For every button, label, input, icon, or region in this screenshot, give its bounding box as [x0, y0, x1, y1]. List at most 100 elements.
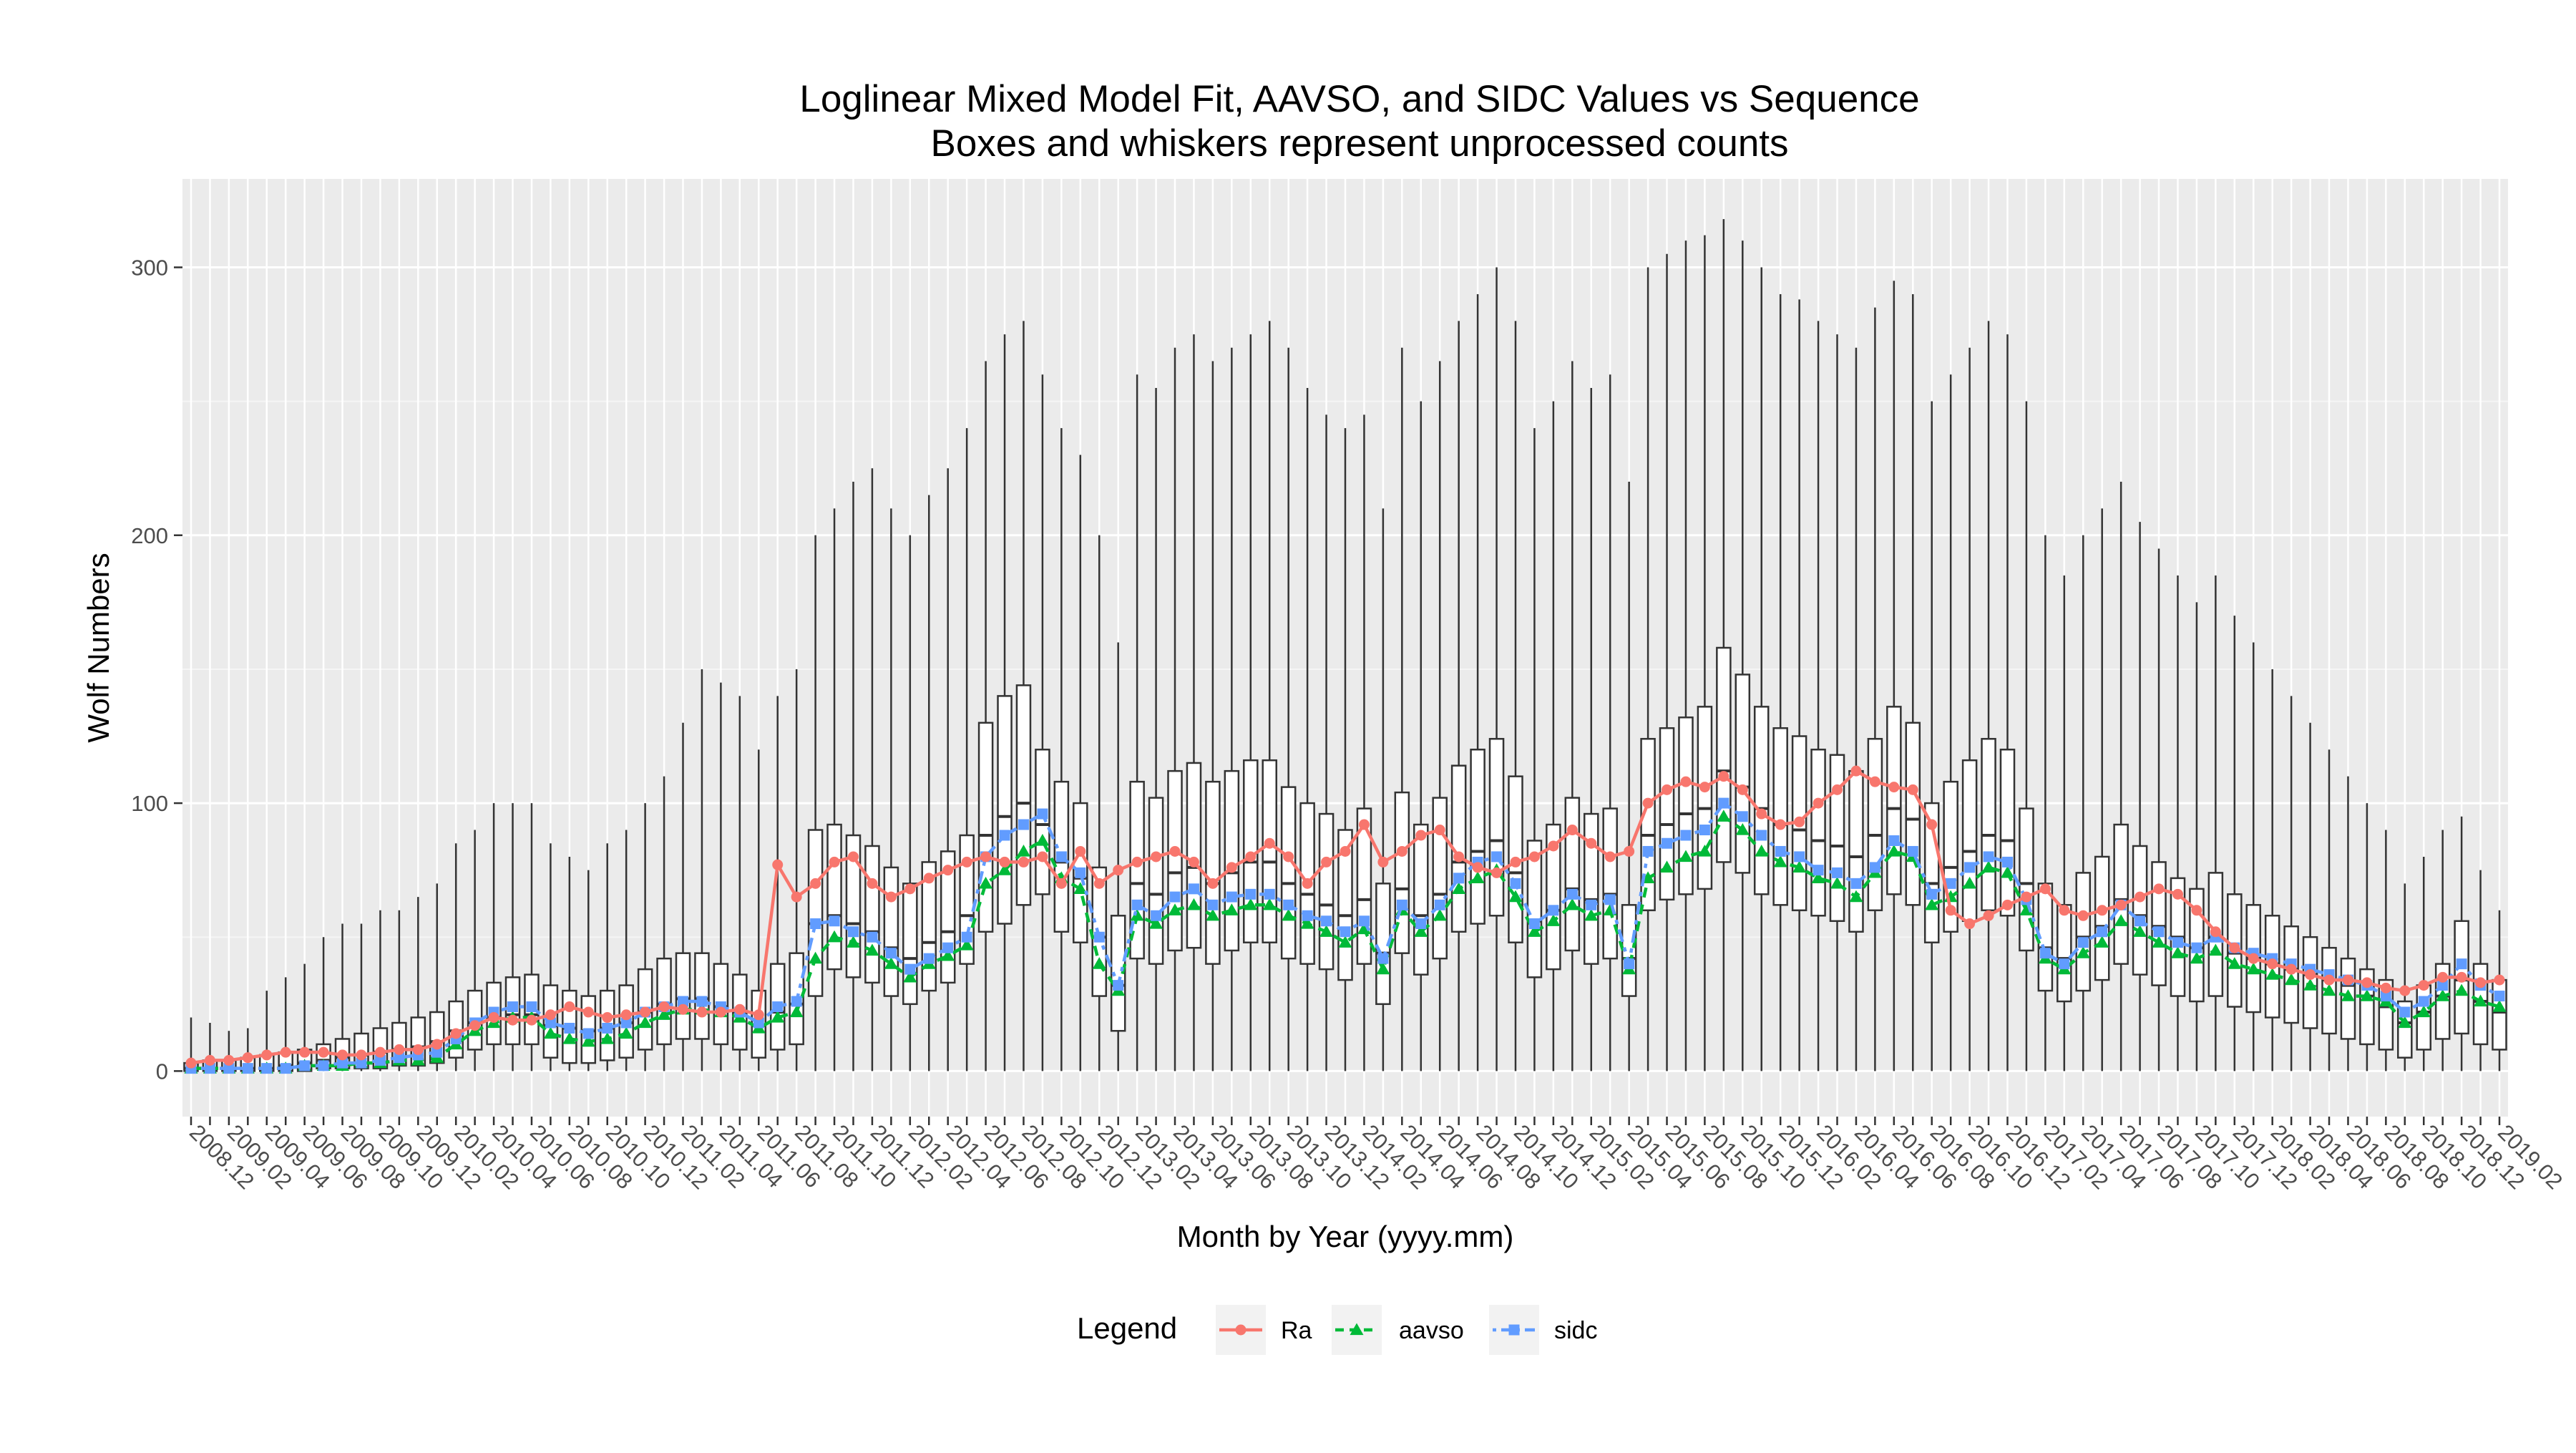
series-ra-point — [1756, 808, 1767, 820]
series-sidc-point — [1945, 878, 1956, 889]
series-ra-point — [1037, 851, 1048, 862]
series-ra-point — [1188, 856, 1199, 868]
series-sidc-point — [1964, 862, 1976, 873]
series-ra-point — [2097, 905, 2108, 916]
series-ra-point — [204, 1054, 215, 1066]
series-ra-point — [1472, 862, 1483, 873]
series-aavso-point — [2284, 973, 2298, 986]
box-plot — [977, 361, 994, 1071]
series-aavso-point — [884, 957, 898, 969]
legend-label: sidc — [1554, 1317, 1597, 1344]
series-ra-point — [2077, 910, 2089, 921]
series-sidc-point — [1283, 899, 1294, 910]
series-ra-point — [2399, 985, 2411, 996]
series-ra-point — [1548, 840, 1559, 852]
series-ra-point — [1737, 784, 1748, 795]
series-sidc-point — [696, 996, 708, 1007]
series-sidc-point — [2494, 991, 2505, 1002]
series-aavso-point — [1981, 860, 1996, 873]
series-sidc-point — [1926, 888, 1938, 900]
series-aavso-point — [979, 876, 993, 889]
y-tick-label: 0 — [156, 1059, 168, 1084]
series-ra-point — [185, 1057, 197, 1069]
series-sidc-point — [1396, 899, 1407, 910]
series-aavso-point — [1735, 823, 1750, 835]
series-sidc-point — [1869, 862, 1880, 873]
series-ra-point — [2380, 982, 2391, 993]
series-aavso-point — [1149, 917, 1163, 929]
series-ra-point — [1415, 830, 1427, 841]
legend-key-marker — [1350, 1323, 1364, 1336]
series-aavso-point — [2492, 1000, 2507, 1012]
series-sidc-point — [1983, 851, 1994, 862]
series-aavso-point — [1584, 908, 1599, 921]
series-aavso-point — [1319, 925, 1334, 937]
series-sidc-point — [1018, 819, 1029, 830]
series-sidc-point — [1586, 899, 1597, 910]
box-iqr — [1413, 823, 1429, 976]
box-plot — [1526, 428, 1543, 1071]
series-aavso-point — [2208, 943, 2223, 956]
series-sidc-point — [2399, 1006, 2411, 1018]
series-sidc-point — [961, 931, 972, 943]
x-axis: 2008.122009.022009.042009.062009.082009.… — [185, 1117, 2567, 1194]
series-aavso-point — [1433, 908, 1447, 921]
box-iqr — [1224, 769, 1240, 952]
series-ra-point — [2494, 974, 2505, 986]
series-sidc-point — [1131, 899, 1143, 910]
series-ra-point — [1283, 851, 1294, 862]
series-ra-point — [942, 865, 954, 876]
series-aavso-point — [1376, 962, 1390, 975]
series-sidc-point — [299, 1060, 311, 1071]
series-sidc-point — [999, 830, 1010, 841]
series-ra-point — [431, 1039, 443, 1050]
series-ra-point — [280, 1046, 291, 1058]
box-iqr — [2132, 845, 2148, 976]
series-aavso-point — [2019, 903, 2034, 915]
series-ra-point — [1226, 862, 1237, 873]
box-plot — [1186, 334, 1202, 1071]
box-plot — [1564, 361, 1581, 1071]
series-lines — [184, 765, 2507, 1074]
series-ra-point — [1964, 918, 1976, 930]
series-sidc-point — [1169, 891, 1181, 903]
series-ra-point — [1113, 865, 1124, 876]
box-plot — [1640, 267, 1656, 1071]
legend-label: aavso — [1399, 1317, 1464, 1344]
series-ra-point — [1945, 905, 1956, 916]
series-sidc-point — [1813, 865, 1824, 876]
box-plot — [1224, 347, 1240, 1071]
series-aavso-point — [865, 943, 879, 956]
series-sidc-point — [1907, 845, 1918, 857]
series-sidc-point — [204, 1063, 215, 1074]
series-ra-point — [1151, 851, 1162, 862]
series-ra-point — [394, 1044, 405, 1055]
series-sidc-point — [1075, 867, 1086, 878]
series-aavso-point — [1244, 898, 1258, 910]
series-ra-point — [2305, 969, 2316, 981]
box-plot — [1659, 253, 1675, 1071]
series-ra-point — [337, 1049, 348, 1061]
series-ra-point — [791, 891, 802, 903]
series-aavso-point — [2303, 978, 2318, 991]
series-aavso-point — [1338, 936, 1352, 948]
series-sidc-point — [1321, 915, 1332, 927]
series-aavso-point — [2095, 936, 2109, 948]
box-plot — [1015, 321, 1032, 1071]
box-iqr — [1488, 738, 1505, 917]
y-tick-label: 300 — [131, 256, 168, 281]
series-ra-point — [2361, 977, 2373, 988]
series-ra-point — [2039, 883, 2051, 895]
series-ra-point — [488, 1012, 499, 1024]
box-iqr — [1432, 797, 1448, 960]
series-sidc-point — [2456, 958, 2467, 970]
series-sidc-point — [2039, 948, 2051, 959]
box-iqr — [1810, 748, 1826, 917]
series-ra-point — [1302, 878, 1313, 889]
series-ra-point — [2342, 974, 2353, 986]
box-iqr — [902, 883, 918, 1006]
chart-subtitle: Boxes and whiskers represent unprocessed… — [930, 122, 1788, 165]
y-tick-label: 100 — [131, 791, 168, 816]
box-iqr — [1735, 674, 1751, 874]
series-aavso-point — [789, 1005, 804, 1018]
